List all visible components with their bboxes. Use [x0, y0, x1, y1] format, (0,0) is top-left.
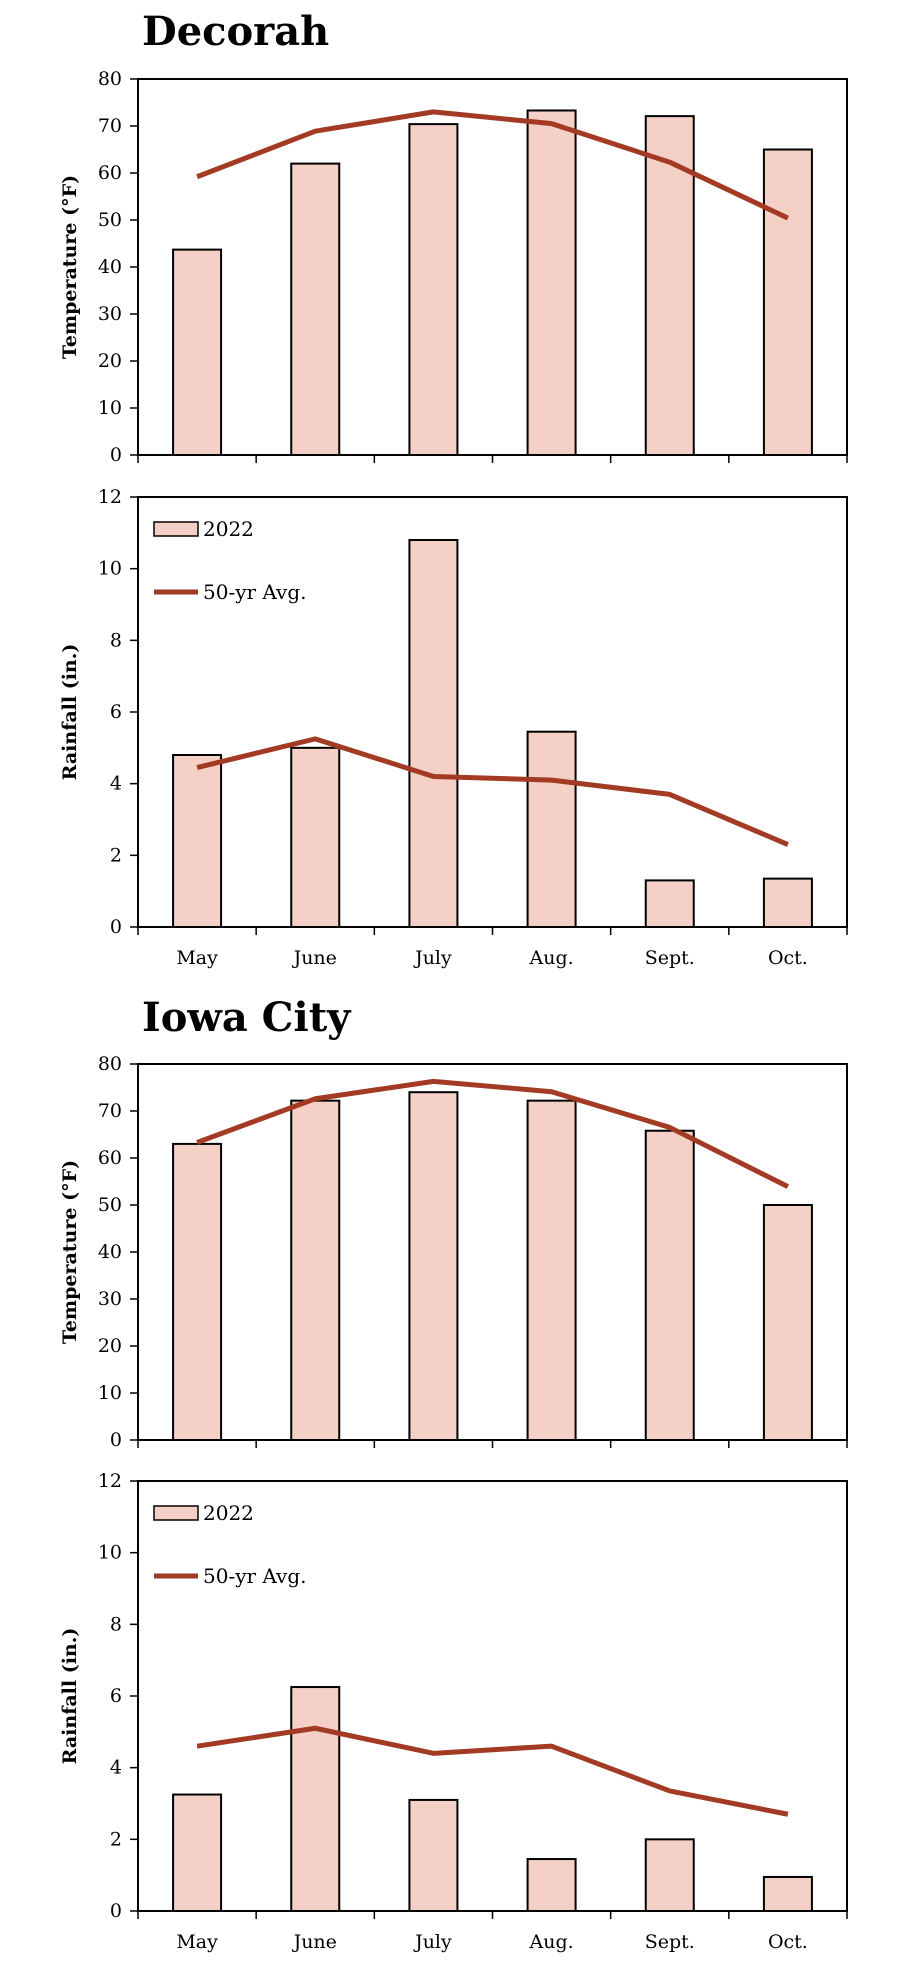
bar-2022-June — [290, 746, 341, 928]
series-line-50yr-avg — [196, 1725, 789, 1817]
y-tick-label: 10 — [98, 397, 122, 419]
y-tick-label: 0 — [110, 916, 122, 938]
y-tick-label: 60 — [98, 162, 122, 184]
chart-title: Decorah — [142, 8, 329, 55]
legend-swatch-bar — [153, 521, 199, 537]
y-tick-label: 6 — [110, 701, 122, 723]
chart-panel-1: Decorah 0 10 20 30 40 50 60 70 80 Temperature (°F) — [59, 8, 848, 466]
bar-2022-Sept. — [644, 879, 695, 929]
y-tick-label: 8 — [110, 1613, 122, 1635]
x-tick-label: Sept. — [645, 1931, 695, 1953]
x-tick-label: July — [413, 1931, 452, 1953]
bar-2022-Sept. — [644, 115, 695, 456]
y-tick-label: 50 — [98, 1194, 122, 1216]
x-tick-label: May — [176, 1931, 218, 1953]
x-tick-label: Aug. — [528, 947, 573, 969]
chart-panel-3: Iowa City 0 10 20 30 40 50 60 70 80 Temperature (°… — [59, 994, 848, 1451]
chart-panel-4: 0 2 4 6 8 10 12 Rainfall (in.) May June July Aug. Se… — [59, 1470, 848, 1953]
bar-2022-Aug. — [526, 109, 577, 457]
y-tick-label: 10 — [98, 1382, 122, 1404]
bar-2022-June — [290, 1099, 341, 1442]
bar-2022-Oct. — [762, 1875, 813, 1913]
x-tick-label: July — [413, 947, 452, 969]
y-tick-label: 30 — [98, 1288, 122, 1310]
bar-2022-May — [172, 754, 223, 928]
y-tick-label: 12 — [98, 486, 122, 508]
bar-2022-July — [408, 1091, 459, 1441]
bar-2022-July — [408, 1798, 459, 1912]
y-tick-label: 80 — [98, 68, 122, 90]
y-axis-label: Rainfall (in.) — [59, 644, 81, 781]
y-tick-label: 2 — [110, 1828, 122, 1850]
bar-2022-Aug. — [526, 730, 577, 928]
y-tick-label: 4 — [110, 1757, 122, 1779]
x-tick-label: May — [176, 947, 218, 969]
legend-label-bar: 2022 — [203, 1501, 254, 1525]
y-tick-label: 40 — [98, 1241, 122, 1263]
y-tick-label: 0 — [110, 444, 122, 466]
x-tick-label: Oct. — [768, 947, 808, 969]
bar-2022-Aug. — [526, 1099, 577, 1442]
bar-2022-Aug. — [526, 1858, 577, 1912]
y-tick-label: 10 — [98, 1542, 122, 1564]
bar-2022-May — [172, 1142, 223, 1442]
x-tick-label: Oct. — [768, 1931, 808, 1953]
legend-label-line: 50-yr Avg. — [203, 580, 307, 604]
y-tick-label: 80 — [98, 1053, 122, 1075]
legend-label-bar: 2022 — [203, 517, 254, 541]
bar-2022-Oct. — [762, 148, 813, 456]
bar-2022-June — [290, 1686, 341, 1912]
plot-frame — [137, 1480, 848, 1912]
plot-frame — [137, 78, 848, 456]
x-tick-label: Aug. — [528, 1931, 573, 1953]
series-line-50yr-avg — [196, 736, 789, 847]
bar-2022-Oct. — [762, 877, 813, 928]
plot-frame — [137, 1063, 848, 1441]
series-line-50yr-avg — [196, 1078, 790, 1189]
y-tick-label: 0 — [110, 1900, 122, 1922]
y-axis-label: Temperature (°F) — [59, 175, 81, 359]
bar-2022-July — [408, 123, 459, 457]
x-tick-label: Sept. — [645, 947, 695, 969]
bar-2022-Oct. — [762, 1204, 813, 1441]
chart-title: Iowa City — [142, 994, 352, 1041]
y-tick-label: 4 — [110, 773, 122, 795]
series-line-50yr-avg — [196, 109, 789, 221]
legend-label-line: 50-yr Avg. — [203, 1564, 307, 1588]
bar-2022-May — [172, 248, 223, 456]
y-tick-label: 50 — [98, 209, 122, 231]
x-tick-label: June — [292, 1931, 337, 1953]
y-tick-label: 20 — [98, 350, 122, 372]
bar-2022-June — [290, 162, 341, 456]
y-tick-label: 30 — [98, 303, 122, 325]
y-axis-label: Temperature (°F) — [59, 1160, 81, 1344]
y-tick-label: 0 — [110, 1429, 122, 1451]
y-tick-label: 10 — [98, 558, 122, 580]
bar-2022-Sept. — [644, 1838, 695, 1913]
y-tick-label: 8 — [110, 629, 122, 651]
legend: 2022 50-yr Avg. — [153, 1501, 307, 1588]
y-tick-label: 70 — [98, 1100, 122, 1122]
y-tick-label: 2 — [110, 844, 122, 866]
y-tick-label: 70 — [98, 115, 122, 137]
y-tick-label: 40 — [98, 256, 122, 278]
chart-panel-2: 0 2 4 6 8 10 12 Rainfall (in.) May June July Aug. Se… — [59, 486, 848, 969]
legend-swatch-bar — [153, 1505, 199, 1521]
y-tick-label: 60 — [98, 1147, 122, 1169]
bar-2022-July — [408, 539, 459, 928]
plot-frame — [137, 496, 848, 928]
y-axis-label: Rainfall (in.) — [59, 1628, 81, 1765]
x-tick-label: June — [292, 947, 337, 969]
bar-2022-Sept. — [644, 1129, 695, 1441]
y-tick-label: 20 — [98, 1335, 122, 1357]
y-tick-label: 6 — [110, 1685, 122, 1707]
bar-2022-May — [172, 1793, 223, 1912]
y-tick-label: 12 — [98, 1470, 122, 1492]
legend: 2022 50-yr Avg. — [153, 517, 307, 604]
